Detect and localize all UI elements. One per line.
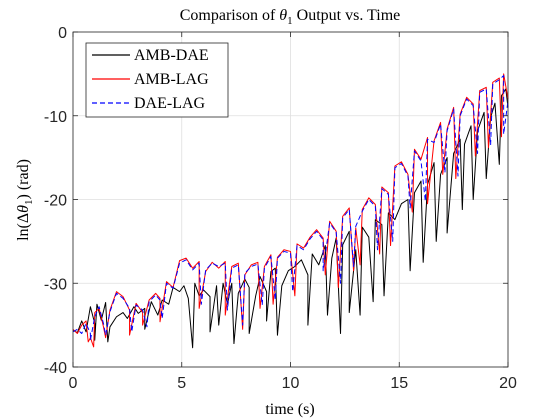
legend-label-dae-lag: DAE-LAG [134, 95, 206, 112]
legend: AMB-DAE AMB-LAG DAE-LAG [85, 42, 229, 118]
x-tick-label: 0 [69, 375, 78, 392]
x-tick-label: 15 [390, 375, 408, 392]
axis-ticks: 0 5 10 15 20 0 -10 -20 -30 -40 [44, 25, 517, 392]
y-tick-label: -10 [44, 109, 67, 126]
y-tick-label: -30 [44, 276, 67, 293]
legend-label-amb-lag: AMB-LAG [134, 71, 209, 88]
series-layer [72, 73, 509, 349]
y-axis-label: ln(Δθ1) (rad) [15, 159, 35, 241]
x-tick-label: 5 [177, 375, 186, 392]
x-axis-label: time (s) [265, 401, 314, 418]
series-line-dae-lag [72, 75, 509, 341]
y-tick-label: -40 [44, 360, 67, 377]
x-tick-label: 10 [282, 375, 300, 392]
series-line-amb-lag [72, 73, 509, 348]
y-tick-label: 0 [58, 25, 67, 42]
legend-label-amb-dae: AMB-DAE [134, 47, 209, 64]
y-tick-label: -20 [44, 193, 67, 210]
series-line-amb-dae [72, 88, 509, 349]
chart-title: Comparison of θ1 Output vs. Time [180, 7, 401, 27]
x-tick-label: 20 [499, 375, 517, 392]
